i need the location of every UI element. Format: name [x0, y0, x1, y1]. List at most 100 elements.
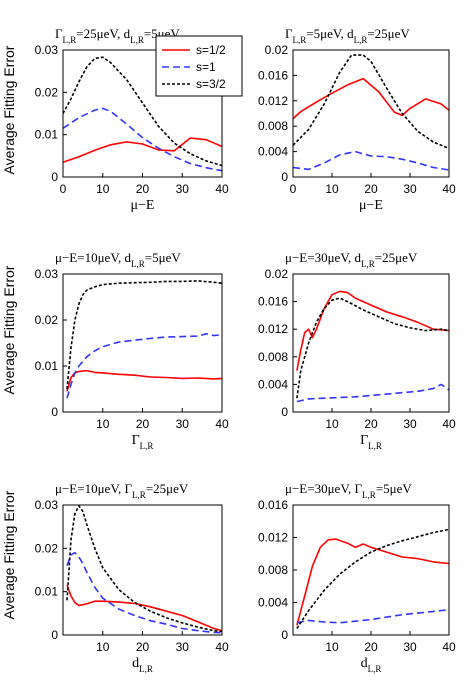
y-tick-label: 0.016 — [258, 498, 288, 512]
y-tick-label: 0.016 — [258, 68, 288, 82]
x-tick-label: 20 — [364, 417, 378, 431]
x-tick-label: 40 — [215, 417, 229, 431]
series-line-s1 — [66, 551, 222, 634]
y-tick-label: 0.01 — [35, 128, 59, 142]
series-line-s1 — [66, 332, 222, 399]
y-tick-label: 0.004 — [258, 145, 288, 159]
x-tick-label: 10 — [96, 640, 110, 654]
y-axis-label-top: Average Fitting Error — [1, 45, 17, 174]
x-tick-label: 30 — [176, 417, 190, 431]
x-tick-label: 40 — [215, 182, 229, 196]
y-axis-label-middle: Average Fitting Error — [1, 265, 17, 394]
x-axis-label: μ−E — [359, 198, 383, 213]
x-tick-label: 40 — [442, 417, 456, 431]
panel-3: μ−E=10μeV, dL,R=5μeV 10 20 30 40 0 0.01 0.02 0.0… — [35, 250, 229, 451]
panel-title: μ−E=10μeV, dL,R=5μeV — [55, 250, 181, 269]
series-line-s32 — [66, 280, 222, 390]
series-line-s32 — [66, 505, 222, 633]
x-tick-label: 0 — [290, 182, 297, 196]
x-tick-label: 20 — [364, 640, 378, 654]
y-tick-label: 0 — [281, 405, 288, 419]
panel-4: μ−E=30μeV, dL,R=25μeV 10 20 30 40 0 0.004 0.008… — [258, 250, 456, 451]
y-tick-label: 0 — [51, 405, 58, 419]
x-axis-label: dL,R — [361, 656, 382, 674]
series-group — [66, 505, 222, 634]
series-line-s1 — [296, 609, 449, 624]
series-line-s1 — [293, 150, 449, 171]
y-tick-label: 0.02 — [35, 541, 59, 555]
y-tick-label: 0.012 — [258, 322, 288, 336]
axes-frame — [292, 504, 450, 636]
series-line-s12 — [293, 77, 449, 120]
series-line-s12 — [66, 584, 222, 632]
y-tick-label: 0 — [281, 628, 288, 642]
x-tick-label: 20 — [136, 417, 150, 431]
series-line-s32 — [293, 54, 449, 150]
axes-frame — [62, 273, 223, 413]
series-line-s32 — [296, 528, 449, 629]
panel-title: ΓL,R=5μeV, dL,R=25μeV — [285, 26, 410, 45]
x-tick-label: 40 — [442, 640, 456, 654]
x-axis-label: μ−E — [131, 198, 155, 213]
y-tick-label: 0.03 — [35, 43, 59, 57]
y-tick-label: 0.008 — [258, 119, 288, 133]
x-tick-label: 30 — [403, 417, 417, 431]
panel-title: μ−E=10μeV, ΓL,R=25μeV — [55, 481, 189, 500]
legend-label-s1: s=1 — [196, 60, 216, 74]
axes-frame — [292, 49, 450, 178]
x-tick-label: 40 — [215, 640, 229, 654]
x-tick-label: 10 — [96, 417, 110, 431]
x-axis-label: dL,R — [132, 656, 153, 674]
x-tick-label: 10 — [325, 640, 339, 654]
y-tick-label: 0.012 — [258, 94, 288, 108]
panel-title: μ−E=30μeV, dL,R=25μeV — [285, 250, 418, 269]
x-tick-label: 30 — [403, 640, 417, 654]
y-tick-label: 0.02 — [265, 43, 289, 57]
series-line-s12 — [296, 290, 449, 371]
y-tick-label: 0.008 — [258, 350, 288, 364]
axes-frame — [292, 273, 450, 413]
panel-title: μ−E=30μeV, ΓL,R=5μeV — [285, 481, 412, 500]
y-tick-label: 0 — [281, 170, 288, 184]
panel-6: μ−E=30μeV, ΓL,R=5μeV 10 20 30 40 0 0.004 0.008 0… — [258, 481, 456, 674]
y-tick-label: 0.004 — [258, 596, 288, 610]
x-tick-label: 30 — [176, 640, 190, 654]
series-group — [66, 280, 222, 399]
panel-2: ΓL,R=5μeV, dL,R=25μeV 0 10 20 30 40 0 0.004 0.00… — [258, 26, 456, 213]
legend-label-s12: s=1/2 — [196, 43, 226, 57]
y-tick-label: 0.01 — [35, 585, 59, 599]
y-tick-label: 0.016 — [258, 295, 288, 309]
series-group — [63, 56, 222, 172]
x-tick-label: 20 — [136, 640, 150, 654]
series-line-s32 — [63, 56, 222, 167]
series-group — [296, 290, 449, 403]
x-tick-label: 40 — [442, 182, 456, 196]
series-group — [293, 54, 449, 171]
legend-box — [155, 35, 243, 97]
legend: s=1/2 s=1 s=3/2 — [155, 35, 243, 97]
panel-5: μ−E=10μeV, ΓL,R=25μeV 10 20 30 40 0 0.01 0.02 0.… — [35, 481, 229, 674]
y-tick-label: 0.03 — [35, 498, 59, 512]
x-tick-label: 30 — [176, 182, 190, 196]
series-line-s12 — [296, 538, 449, 626]
y-tick-label: 0.012 — [258, 531, 288, 545]
series-line-s12 — [66, 369, 222, 392]
series-line-s1 — [296, 383, 449, 403]
x-tick-label: 20 — [136, 182, 150, 196]
x-tick-label: 30 — [403, 182, 417, 196]
y-tick-label: 0.02 — [265, 267, 289, 281]
series-group — [296, 528, 449, 629]
x-tick-label: 0 — [60, 182, 67, 196]
series-line-s1 — [63, 107, 222, 172]
y-tick-label: 0.02 — [35, 85, 59, 99]
y-tick-label: 0 — [51, 170, 58, 184]
y-tick-label: 0 — [51, 628, 58, 642]
x-tick-label: 10 — [96, 182, 110, 196]
y-tick-label: 0.008 — [258, 563, 288, 577]
x-tick-label: 20 — [364, 182, 378, 196]
y-tick-label: 0.01 — [35, 359, 59, 373]
y-axis-label-bottom: Average Fitting Error — [1, 490, 17, 619]
